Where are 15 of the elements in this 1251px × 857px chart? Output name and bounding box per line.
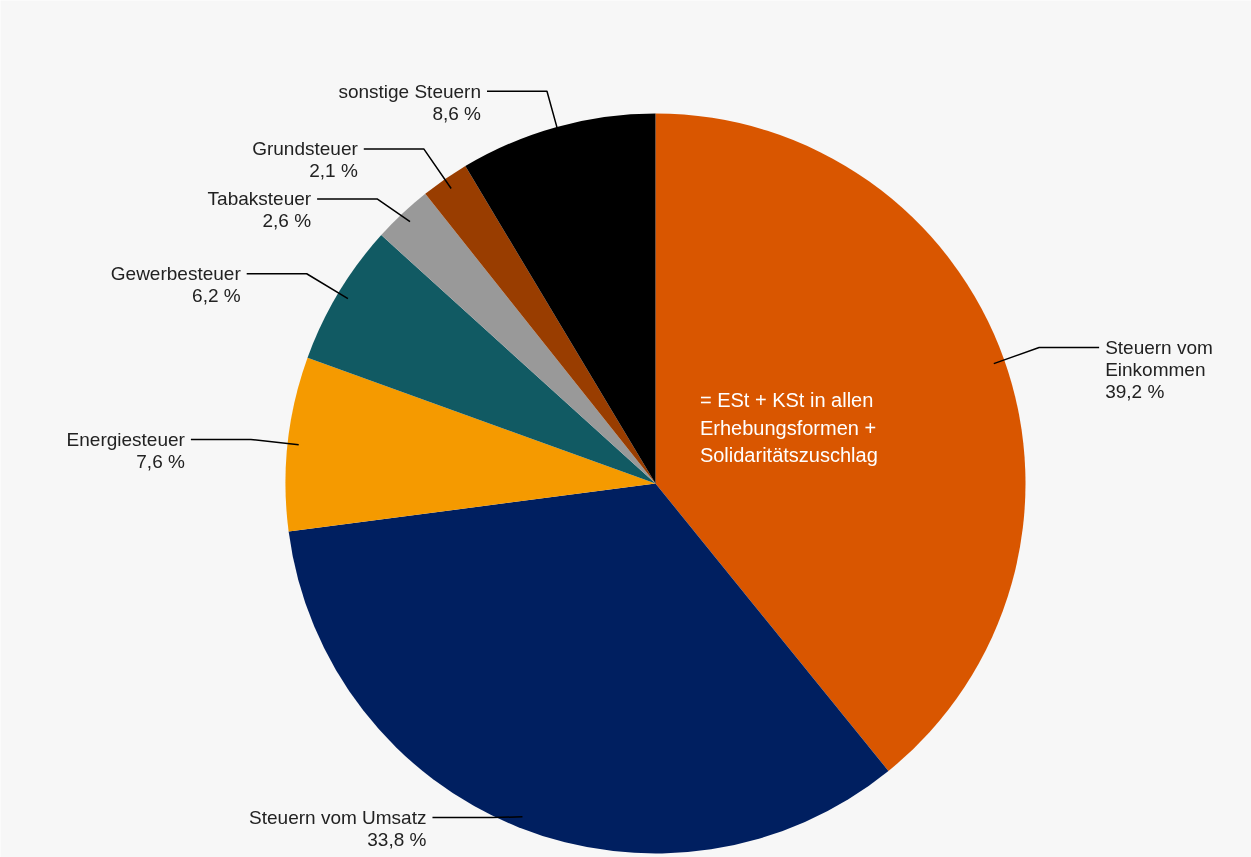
data-label: 39,2 % (1105, 381, 1165, 403)
slice-label: Steuern vom Umsatz (249, 807, 427, 828)
slice-label: Gewerbesteuer (110, 263, 242, 285)
slice-label: Energiesteuer (66, 429, 186, 451)
slice-label: sonstige Steuern (338, 80, 481, 102)
data-label: 6,2 % (192, 285, 241, 307)
text: = ESt + KSt in allen Erhebungsformen + Solidaritätszuschlag (699, 389, 878, 467)
slice-label: Grundsteuer (252, 138, 359, 160)
data-label: 2,6 % (262, 210, 312, 232)
slice-label: Steuern vom Einkommen (1105, 337, 1213, 381)
data-label: 7,6 % (136, 451, 185, 473)
data-label: 8,6 % (432, 102, 482, 124)
slice-label: Tabaksteuer (207, 188, 312, 210)
data-label: 33,8 % (367, 829, 427, 850)
data-label: 2,1 % (309, 160, 358, 182)
